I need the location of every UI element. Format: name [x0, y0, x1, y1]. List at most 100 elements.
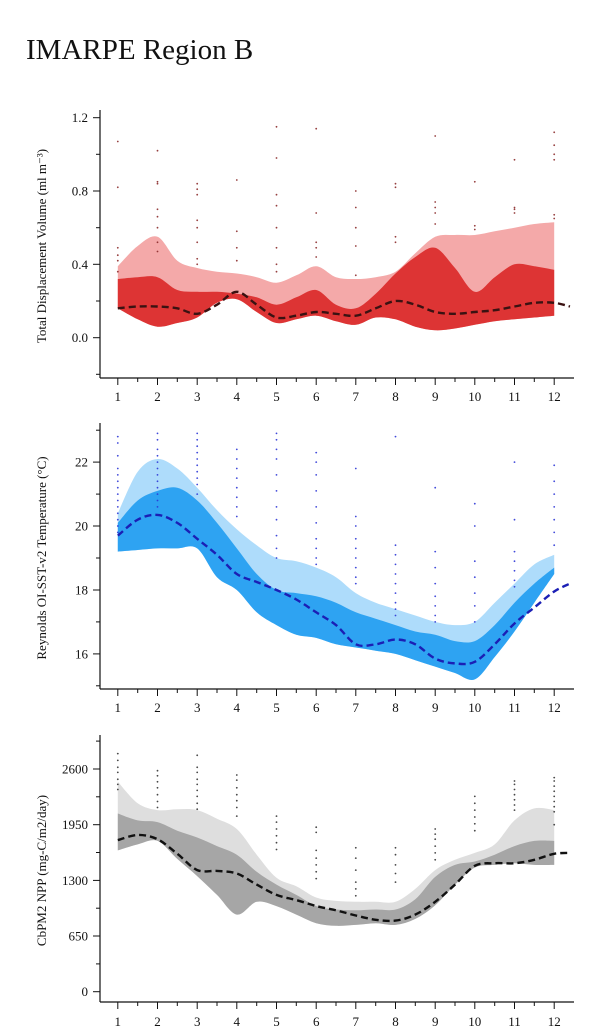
npp-data-point — [553, 785, 556, 787]
temperature-data-point — [315, 522, 318, 524]
npp-y-tick-label: 0 — [82, 984, 89, 999]
npp-y-tick-label: 650 — [69, 929, 89, 944]
temperature-data-point — [354, 537, 357, 540]
displacement-data-point — [434, 206, 437, 209]
npp-x-tick-label: 1 — [115, 1014, 122, 1029]
npp-data-point — [354, 894, 357, 897]
npp-data-point — [156, 780, 159, 783]
npp-data-point — [156, 769, 159, 772]
temperature-data-point — [156, 432, 159, 435]
temperature-data-point — [275, 448, 278, 451]
displacement-data-point — [513, 158, 516, 161]
npp-data-point — [116, 778, 119, 781]
npp-data-point — [275, 828, 278, 830]
npp-y-axis-label: CbPM2 NPP (mg-C/m2/day) — [34, 795, 49, 946]
displacement-data-point — [434, 223, 437, 225]
npp-x-tick-label: 10 — [468, 1014, 481, 1029]
displacement-data-point — [473, 224, 476, 227]
temperature-data-point — [235, 515, 238, 518]
npp-data-point — [235, 779, 238, 781]
displacement-x-tick-label: 8 — [392, 389, 399, 404]
temperature-data-point — [473, 576, 476, 579]
displacement-data-point — [235, 246, 238, 249]
temperature-data-point — [275, 438, 278, 441]
temperature-x-tick-label: 7 — [353, 700, 360, 715]
temperature-x-tick-label: 4 — [234, 700, 241, 715]
temperature-data-point — [553, 464, 556, 467]
temperature-data-point — [116, 486, 119, 489]
temperature-data-point — [116, 512, 119, 515]
npp-y-tick-label: 1300 — [62, 873, 88, 888]
displacement-data-point — [116, 270, 119, 273]
temperature-data-point — [394, 592, 397, 594]
npp-data-point — [434, 852, 437, 854]
temperature-data-point — [394, 601, 397, 604]
npp-data-point — [513, 798, 516, 801]
temperature-data-point — [156, 486, 159, 489]
temperature-data-point — [116, 518, 119, 521]
npp-data-point — [394, 864, 397, 866]
temperature-data-point — [315, 547, 318, 550]
npp-data-point — [156, 774, 159, 777]
temperature-data-point — [235, 448, 238, 451]
temperature-data-point — [196, 477, 199, 479]
displacement-data-point — [156, 149, 159, 152]
displacement-data-point — [553, 217, 556, 220]
displacement-x-tick-label: 7 — [353, 389, 360, 404]
npp-data-point — [434, 858, 437, 861]
npp-data-point — [354, 888, 357, 890]
displacement-data-point — [116, 246, 119, 249]
npp-data-point — [275, 834, 278, 837]
displacement-data-point — [156, 241, 159, 244]
temperature-data-point — [116, 474, 119, 476]
temperature-x-tick-label: 1 — [115, 700, 122, 715]
displacement-x-tick-label: 1 — [115, 389, 122, 404]
npp-data-point — [116, 752, 119, 755]
npp-x-tick-label: 7 — [353, 1014, 360, 1029]
npp-data-point — [553, 780, 556, 782]
npp-data-point — [354, 869, 357, 871]
temperature-x-tick-label: 9 — [432, 700, 439, 715]
displacement-data-point — [116, 186, 119, 189]
temperature-x-tick-label: 6 — [313, 700, 320, 715]
npp-data-point — [196, 795, 199, 798]
temperature-x-tick-label: 5 — [273, 700, 280, 715]
displacement-x-tick-label: 5 — [273, 389, 280, 404]
temperature-data-point — [196, 445, 199, 448]
displacement-data-point — [156, 208, 159, 211]
npp-x-tick-label: 9 — [432, 1014, 439, 1029]
npp-data-point — [394, 881, 397, 883]
npp-data-point — [196, 808, 199, 811]
npp-data-point — [394, 846, 397, 849]
displacement-data-point — [394, 241, 397, 244]
temperature-data-point — [315, 490, 318, 492]
temperature-data-point — [275, 490, 278, 492]
temperature-data-point — [315, 557, 318, 559]
npp-data-point — [156, 793, 159, 796]
displacement-data-point — [553, 213, 556, 216]
temperature-data-point — [354, 525, 357, 527]
npp-data-point — [196, 771, 199, 774]
temperature-data-point — [315, 474, 318, 476]
temperature-data-point — [275, 557, 278, 559]
temperature-data-point — [394, 582, 397, 585]
displacement-data-point — [354, 190, 357, 192]
temperature-x-tick-label: 2 — [154, 700, 161, 715]
displacement-y-tick-label: 0.8 — [72, 184, 88, 199]
displacement-data-point — [196, 219, 199, 222]
temperature-data-point — [116, 435, 119, 438]
displacement-data-point — [196, 263, 199, 266]
temperature-data-point — [116, 442, 119, 444]
temperature-data-point — [235, 467, 238, 470]
npp-data-point — [513, 793, 516, 796]
temperature-data-point — [354, 557, 357, 559]
temperature-data-point — [156, 448, 159, 451]
displacement-data-point — [513, 212, 516, 214]
npp-x-tick-label: 2 — [154, 1014, 161, 1029]
displacement-data-point — [116, 259, 119, 262]
temperature-data-point — [116, 493, 119, 495]
npp-data-point — [315, 870, 318, 873]
temperature-median-line — [117, 513, 571, 666]
npp-data-point — [434, 845, 437, 847]
